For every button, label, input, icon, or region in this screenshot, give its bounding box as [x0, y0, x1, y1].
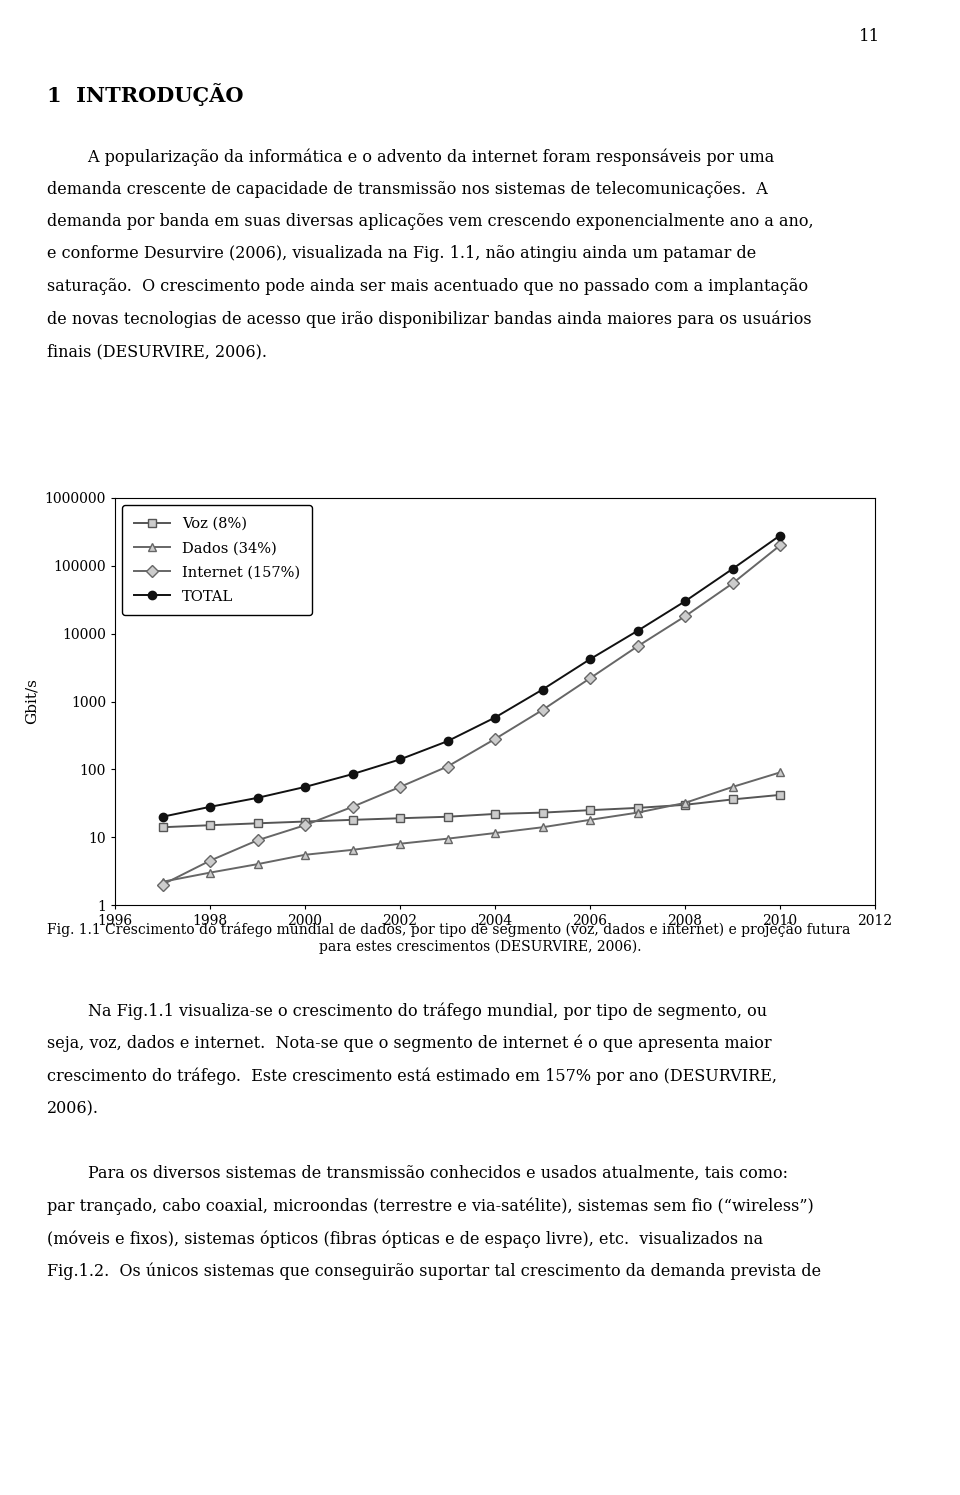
Internet (157%) [300, 816, 311, 834]
Text: demanda por banda em suas diversas aplicações vem crescendo exponencialmente ano: demanda por banda em suas diversas aplic… [47, 212, 814, 230]
Voz (8%) [632, 798, 643, 816]
Voz (8%) [490, 804, 501, 822]
Internet (157%) [585, 670, 596, 688]
Voz (8%) [252, 815, 263, 833]
Dados (34%) [537, 818, 548, 836]
Voz (8%) [774, 786, 785, 804]
Text: demanda crescente de capacidade de transmissão nos sistemas de telecomunicações.: demanda crescente de capacidade de trans… [47, 181, 768, 197]
Internet (157%) [490, 730, 501, 748]
Voz (8%) [156, 818, 168, 836]
Y-axis label: Gbit/s: Gbit/s [25, 679, 39, 725]
Line: Internet (157%): Internet (157%) [158, 541, 784, 888]
Line: Voz (8%): Voz (8%) [158, 791, 784, 831]
Text: A popularização da informática e o advento da internet foram responsáveis por um: A popularização da informática e o adven… [47, 148, 775, 166]
Dados (34%) [395, 834, 406, 852]
TOTAL [490, 709, 501, 727]
Text: crescimento do tráfego.  Este crescimento está estimado em 157% por ano (DESURVI: crescimento do tráfego. Este crescimento… [47, 1067, 777, 1085]
Dados (34%) [632, 804, 643, 822]
Dados (34%) [347, 840, 358, 858]
TOTAL [347, 765, 358, 783]
Text: 11: 11 [859, 28, 880, 45]
Internet (157%) [156, 876, 168, 894]
Text: 2006).: 2006). [47, 1100, 99, 1117]
Internet (157%) [727, 574, 738, 592]
Voz (8%) [537, 804, 548, 822]
TOTAL [537, 680, 548, 698]
Text: par trançado, cabo coaxial, microondas (terrestre e via-satélite), sistemas sem : par trançado, cabo coaxial, microondas (… [47, 1197, 814, 1215]
TOTAL [252, 789, 263, 807]
Voz (8%) [395, 809, 406, 827]
Voz (8%) [442, 807, 453, 825]
Text: de novas tecnologias de acesso que irão disponibilizar bandas ainda maiores para: de novas tecnologias de acesso que irão … [47, 311, 811, 327]
Dados (34%) [490, 824, 501, 842]
Text: finais (DESURVIRE, 2006).: finais (DESURVIRE, 2006). [47, 342, 267, 360]
Dados (34%) [156, 873, 168, 891]
Voz (8%) [204, 816, 216, 834]
Internet (157%) [632, 637, 643, 655]
Text: seja, voz, dados e internet.  Nota-se que o segmento de internet é o que apresen: seja, voz, dados e internet. Nota-se que… [47, 1035, 772, 1052]
Internet (157%) [204, 852, 216, 870]
Text: 1  INTRODUÇÃO: 1 INTRODUÇÃO [47, 84, 244, 106]
Voz (8%) [347, 810, 358, 828]
Dados (34%) [727, 777, 738, 795]
Voz (8%) [585, 801, 596, 819]
TOTAL [585, 650, 596, 668]
Internet (157%) [252, 831, 263, 849]
TOTAL [774, 526, 785, 544]
TOTAL [156, 807, 168, 825]
Dados (34%) [442, 830, 453, 848]
Text: Para os diversos sistemas de transmissão conhecidos e usados atualmente, tais co: Para os diversos sistemas de transmissão… [47, 1165, 788, 1183]
Voz (8%) [727, 791, 738, 809]
Dados (34%) [585, 810, 596, 828]
Line: Dados (34%): Dados (34%) [158, 768, 784, 887]
Dados (34%) [680, 794, 691, 812]
Text: saturação.  O crescimento pode ainda ser mais acentuado que no passado com a imp: saturação. O crescimento pode ainda ser … [47, 278, 808, 295]
Text: Na Fig.1.1 visualiza-se o crescimento do tráfego mundial, por tipo de segmento, : Na Fig.1.1 visualiza-se o crescimento do… [47, 1003, 767, 1020]
Dados (34%) [774, 764, 785, 782]
Internet (157%) [395, 777, 406, 795]
TOTAL [442, 733, 453, 750]
Text: para estes crescimentos (DESURVIRE, 2006).: para estes crescimentos (DESURVIRE, 2006… [319, 940, 641, 954]
Dados (34%) [252, 855, 263, 873]
Dados (34%) [300, 846, 311, 864]
Voz (8%) [300, 813, 311, 831]
Text: Fig.1.2.  Os únicos sistemas que conseguirão suportar tal crescimento da demanda: Fig.1.2. Os únicos sistemas que consegui… [47, 1262, 821, 1280]
TOTAL [727, 561, 738, 579]
Internet (157%) [442, 758, 453, 776]
Line: TOTAL: TOTAL [158, 531, 784, 821]
TOTAL [632, 622, 643, 640]
Internet (157%) [537, 701, 548, 719]
Dados (34%) [204, 864, 216, 882]
Internet (157%) [680, 607, 691, 625]
TOTAL [204, 798, 216, 816]
Legend: Voz (8%), Dados (34%), Internet (157%), TOTAL: Voz (8%), Dados (34%), Internet (157%), … [122, 505, 312, 616]
Voz (8%) [680, 795, 691, 813]
Text: Fig. 1.1 Crescimento do tráfego mundial de dados, por tipo de segmento (voz, dad: Fig. 1.1 Crescimento do tráfego mundial … [47, 922, 851, 937]
TOTAL [395, 750, 406, 768]
TOTAL [680, 592, 691, 610]
Text: (móveis e fixos), sistemas ópticos (fibras ópticas e de espaço livre), etc.  vis: (móveis e fixos), sistemas ópticos (fibr… [47, 1230, 763, 1247]
TOTAL [300, 777, 311, 795]
Text: e conforme Desurvire (2006), visualizada na Fig. 1.1, não atingiu ainda um patam: e conforme Desurvire (2006), visualizada… [47, 245, 756, 263]
Internet (157%) [774, 537, 785, 555]
Internet (157%) [347, 798, 358, 816]
